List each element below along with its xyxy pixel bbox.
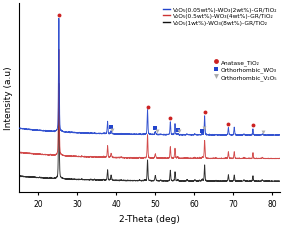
Legend: Anatase_TiO₂, Orthorhombic_WO₃, Orthorhombic_V₂O₅: Anatase_TiO₂, Orthorhombic_WO₃, Orthorho… <box>211 58 279 82</box>
Y-axis label: Intensity (a.u): Intensity (a.u) <box>4 66 13 130</box>
X-axis label: 2-Theta (deg): 2-Theta (deg) <box>119 214 180 223</box>
